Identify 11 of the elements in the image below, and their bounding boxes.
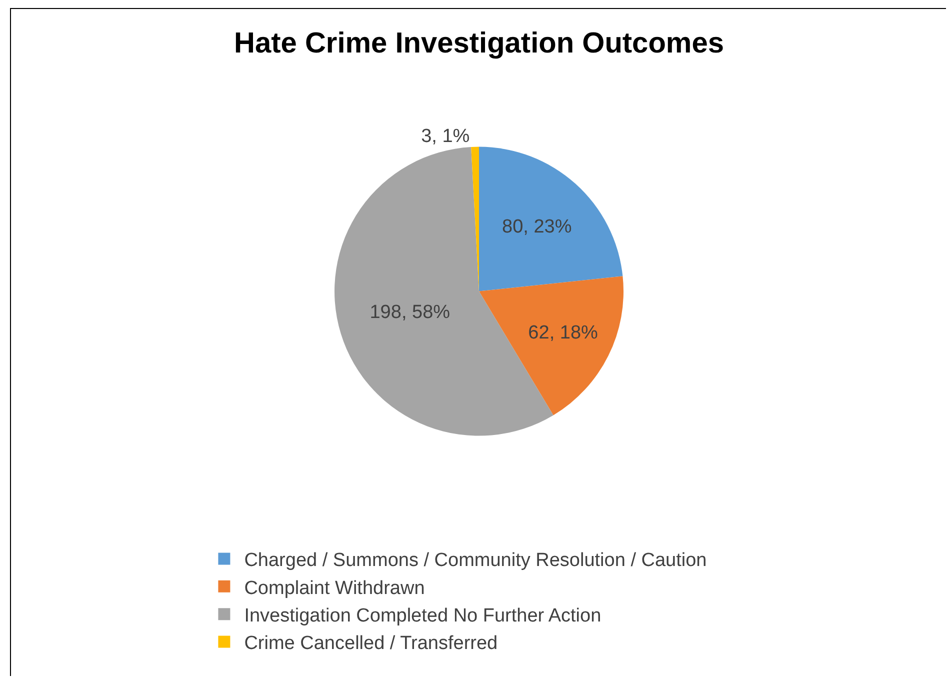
data-label: 198, 58% <box>370 302 450 323</box>
data-label: 62, 18% <box>528 322 598 344</box>
data-label: 80, 23% <box>502 216 572 238</box>
legend-label: Complaint Withdrawn <box>244 578 425 599</box>
chart-title: Hate Crime Investigation Outcomes <box>234 28 724 60</box>
legend-label: Charged / Summons / Community Resolution / Caution <box>244 550 707 572</box>
pie-slice <box>479 276 624 416</box>
legend-label: Investigation Completed No Further Action <box>244 606 602 626</box>
data-label: 3, 1% <box>421 126 470 147</box>
legend-label: Crime Cancelled / Transferred <box>244 633 498 654</box>
pie-slice <box>479 146 623 292</box>
